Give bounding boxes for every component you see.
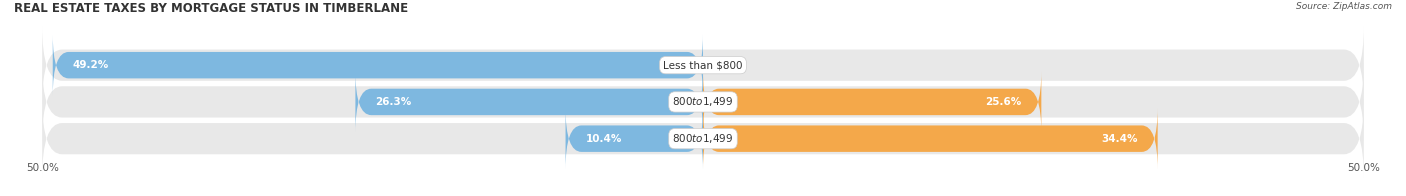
FancyBboxPatch shape <box>42 26 1364 105</box>
Text: 0.0%: 0.0% <box>716 60 742 70</box>
FancyBboxPatch shape <box>53 34 703 96</box>
Text: 25.6%: 25.6% <box>986 97 1022 107</box>
Text: Less than $800: Less than $800 <box>664 60 742 70</box>
FancyBboxPatch shape <box>703 71 1042 133</box>
FancyBboxPatch shape <box>42 62 1364 142</box>
Text: 10.4%: 10.4% <box>585 134 621 144</box>
Text: $800 to $1,499: $800 to $1,499 <box>672 132 734 145</box>
Text: 49.2%: 49.2% <box>73 60 108 70</box>
FancyBboxPatch shape <box>565 108 703 170</box>
Text: REAL ESTATE TAXES BY MORTGAGE STATUS IN TIMBERLANE: REAL ESTATE TAXES BY MORTGAGE STATUS IN … <box>14 2 408 15</box>
FancyBboxPatch shape <box>356 71 703 133</box>
FancyBboxPatch shape <box>703 108 1157 170</box>
Text: Source: ZipAtlas.com: Source: ZipAtlas.com <box>1296 2 1392 11</box>
Text: 26.3%: 26.3% <box>375 97 412 107</box>
FancyBboxPatch shape <box>42 99 1364 178</box>
Text: 34.4%: 34.4% <box>1101 134 1137 144</box>
Text: $800 to $1,499: $800 to $1,499 <box>672 95 734 108</box>
